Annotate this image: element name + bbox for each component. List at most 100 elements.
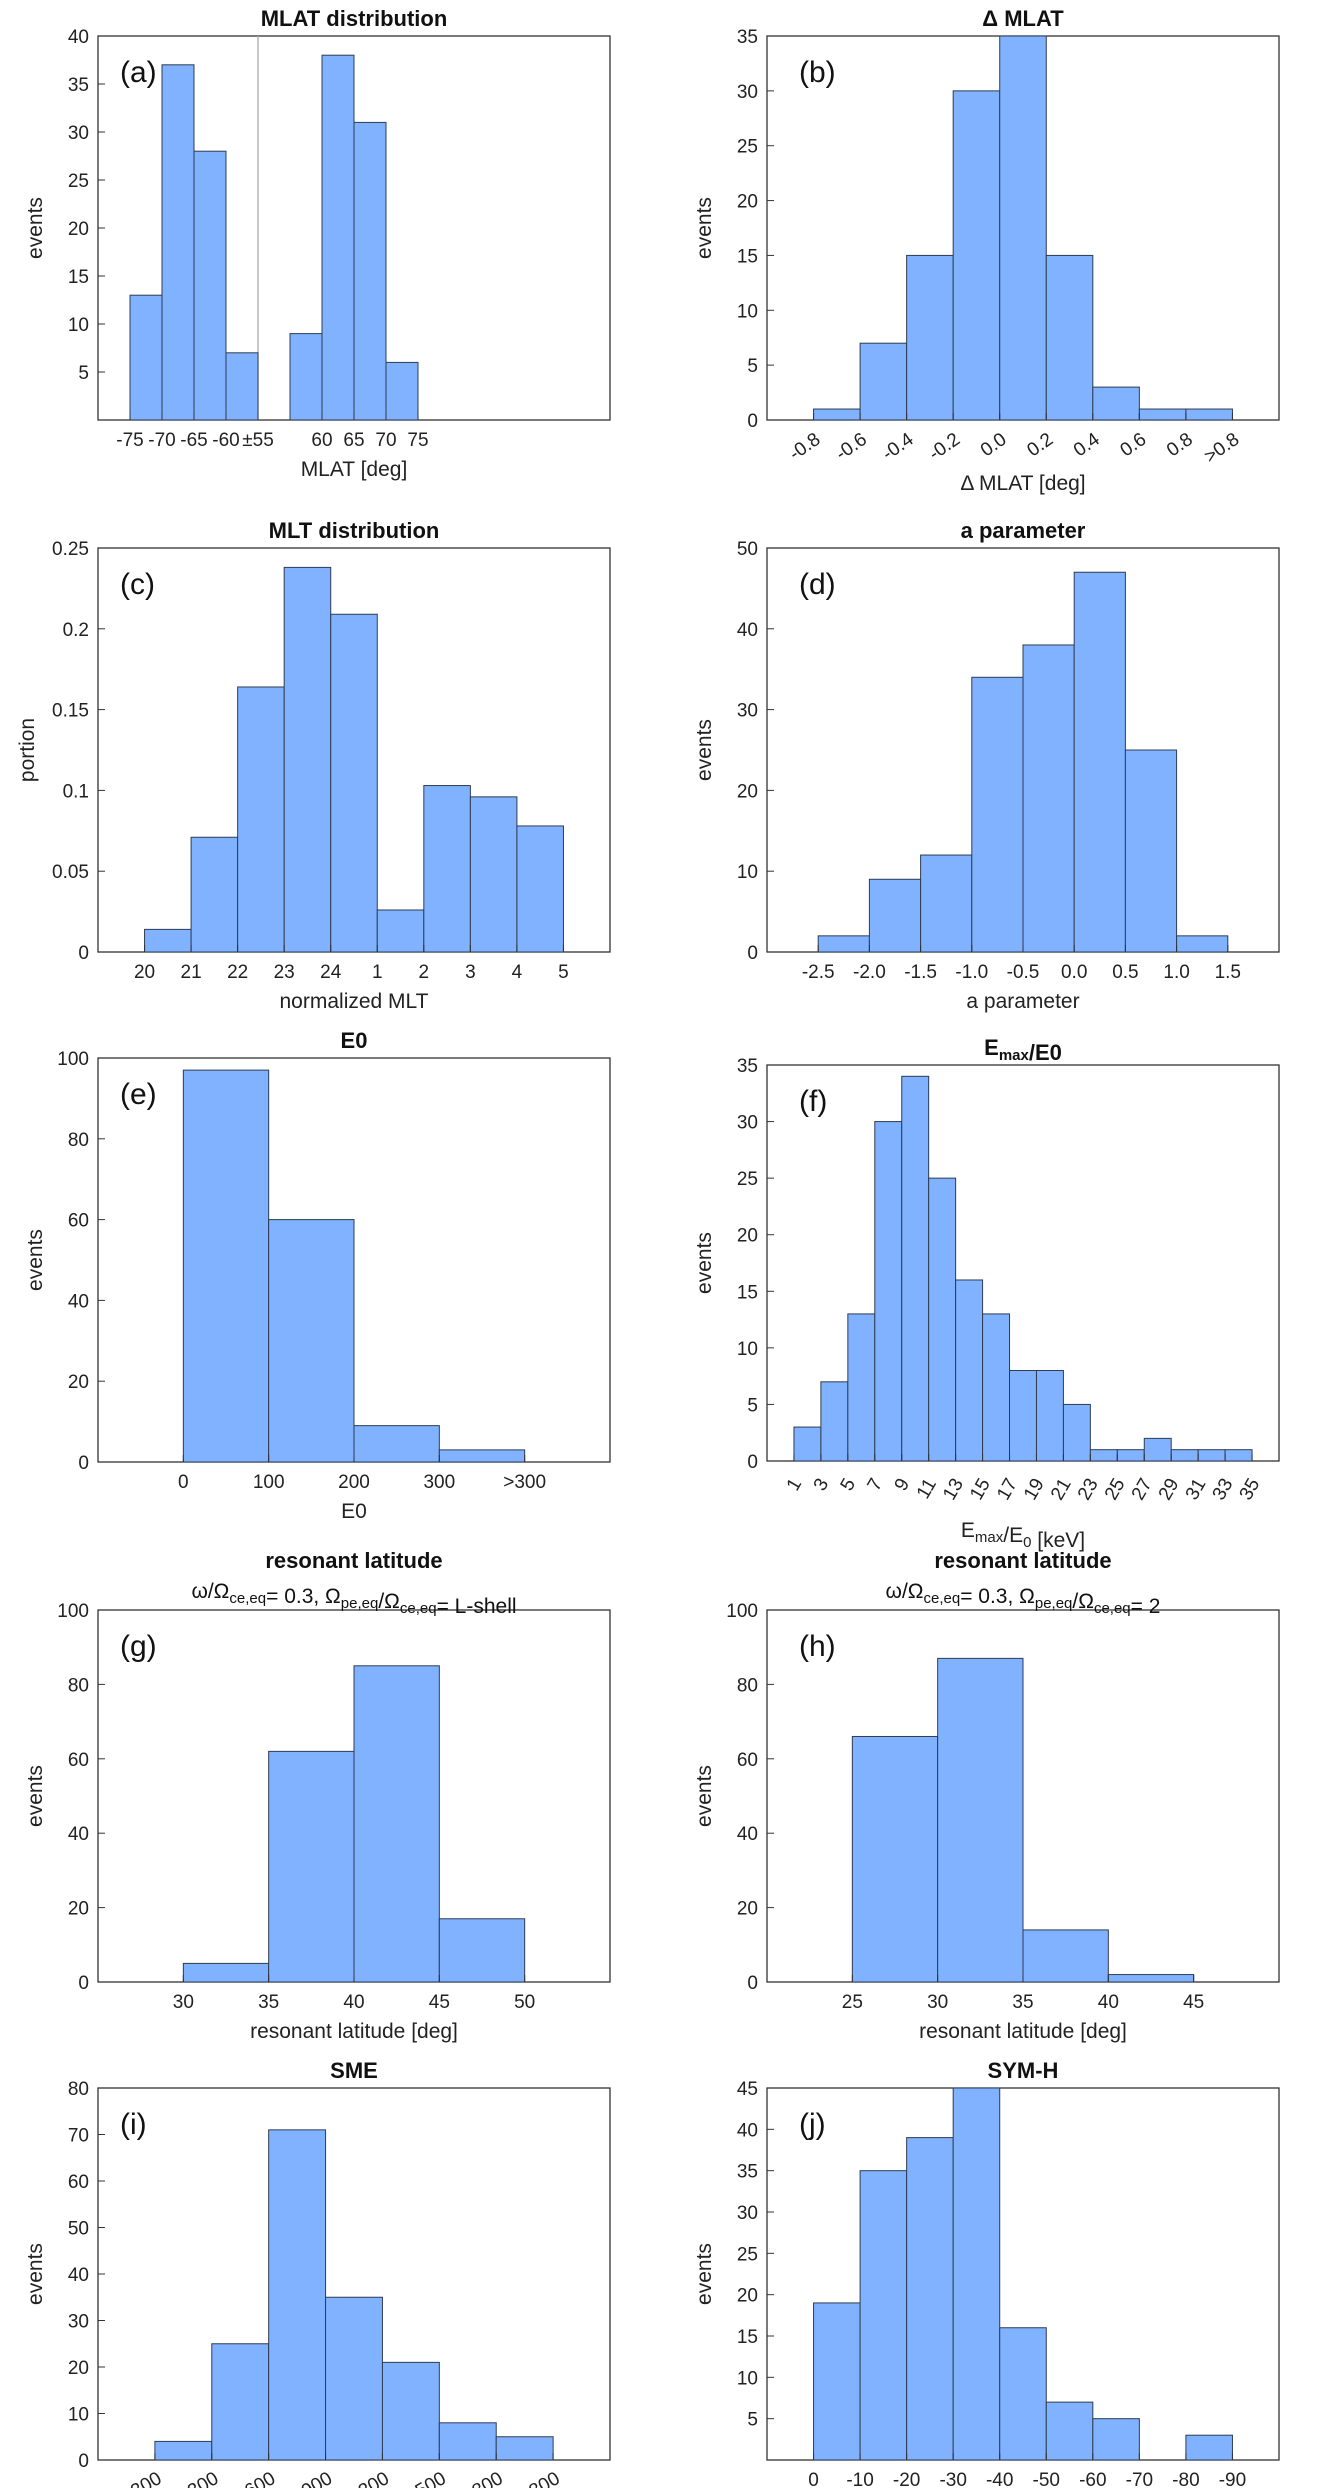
bar [874,1121,903,1462]
y-tick-label: 0 [78,1453,89,1474]
x-tick-label: >1800 [507,2468,564,2488]
bar [906,2137,954,2461]
bar [438,1449,526,1463]
bar [982,1313,1011,1462]
bar [438,1918,526,1983]
y-tick-label: 30 [737,1113,758,1134]
x-tick-label: 5 [558,962,569,983]
y-tick-label: 35 [737,2162,758,2183]
x-tick-label: -1.5 [904,962,937,983]
y-tick-label: 35 [737,1056,758,1077]
x-tick-label: 4 [512,962,523,983]
bar [193,150,227,421]
y-tick-label: 100 [726,1601,758,1622]
y-tick-label: 0 [78,943,89,964]
bar [999,35,1047,421]
y-tick-label: 20 [68,1372,89,1393]
x-tick-label: -50 [1033,2470,1060,2488]
bar [906,254,954,421]
panel-label: (d) [799,568,836,601]
x-tick-label: -1.0 [955,962,988,983]
bar [1143,1437,1172,1462]
y-tick-label: 20 [737,1226,758,1247]
bar [182,1962,270,1983]
y-tick-label: 0.05 [52,862,89,883]
x-tick-label: 7 [864,1475,887,1495]
panel-label: (j) [799,2108,826,2141]
y-tick-label: 50 [737,539,758,560]
y-axis-label: events [693,1765,716,1827]
y-tick-label: 5 [747,1395,758,1416]
bar [353,121,387,421]
x-tick-label: 0.4 [1070,429,1104,462]
x-tick-label: 3 [465,962,476,983]
panel-e: 0 20 40 60 80 100 0 100 200 300 >300 (e) E0 E0 events [24,1028,611,1523]
bar [129,294,163,421]
bar [154,2440,213,2461]
bar [859,2170,908,2461]
panel-label: (i) [120,2108,147,2141]
x-tick-label: 1800 [460,2468,507,2488]
x-tick-label: 33 [1209,1475,1238,1504]
y-axis-label: events [24,1765,47,1827]
x-tick-label: 19 [1020,1475,1049,1504]
bar [817,935,870,953]
bar [952,2087,1001,2461]
x-axis-label: MLAT [deg] [301,458,408,481]
x-tick-label: 300 [423,1472,455,1493]
x-tick-label: 40 [1098,1992,1119,2013]
y-tick-label: 0 [747,411,758,432]
x-tick-label: 65 [343,430,364,451]
x-tick-label: 5 [837,1475,860,1495]
bar [952,90,1001,421]
bar [353,1665,440,1983]
x-tick-label: 15 [966,1475,995,1504]
bar [937,1657,1024,1983]
y-tick-label: 40 [68,27,89,48]
chart-title: a parameter [961,518,1086,543]
bar [353,1425,440,1463]
bar [1035,1369,1064,1462]
chart-title: MLT distribution [269,518,440,543]
x-tick-label: 35 [1236,1475,1265,1504]
y-axis-label: events [693,1232,716,1294]
x-tick-label: 29 [1155,1475,1184,1504]
bar [376,909,425,953]
y-tick-label: 40 [737,1824,758,1845]
y-tick-label: 0.25 [52,539,89,560]
bar [1022,644,1075,953]
panel-a: 5 10 15 20 25 30 35 40 -75 -70 -65 -60 ±55 60 65 70 75 (a… [24,6,611,481]
x-tick-label: 100 [253,1472,285,1493]
bar [516,825,564,953]
y-tick-label: 10 [68,315,89,336]
bar [901,1075,930,1462]
chart-title: E0 [341,1028,368,1053]
bar [161,64,195,421]
y-tick-label: 40 [68,1824,89,1845]
y-axis-label: events [24,197,47,259]
y-tick-label: 0 [78,2451,89,2472]
panel-i: 0 10 20 30 40 50 60 70 80 <300 300 600 900 1200 1500 18… [24,2058,611,2488]
bar [1185,2434,1233,2461]
x-tick-label: 35 [258,1992,279,2013]
x-tick-label: 25 [842,1992,863,2013]
bar [1224,1449,1253,1462]
x-axis-label: Emax/E0 [keV] [961,1519,1085,1552]
x-tick-label: 45 [429,1992,450,2013]
x-tick-label: 0.5 [1112,962,1138,983]
x-tick-label: 25 [1101,1475,1130,1504]
x-tick-label: 35 [1012,1992,1033,2013]
x-tick-label: 70 [375,430,396,451]
bar [325,2296,383,2461]
bar [868,878,922,953]
x-tick-label: 21 [1047,1475,1076,1504]
bar [1138,408,1187,421]
x-tick-label: -30 [939,2470,966,2488]
x-tick-label: -65 [180,430,207,451]
x-tick-label: 1200 [346,2468,393,2488]
x-tick-label: 2 [419,962,430,983]
x-tick-label: -2.5 [802,962,835,983]
x-axis-label: resonant latitude [deg] [919,2020,1127,2043]
bar [859,342,908,421]
